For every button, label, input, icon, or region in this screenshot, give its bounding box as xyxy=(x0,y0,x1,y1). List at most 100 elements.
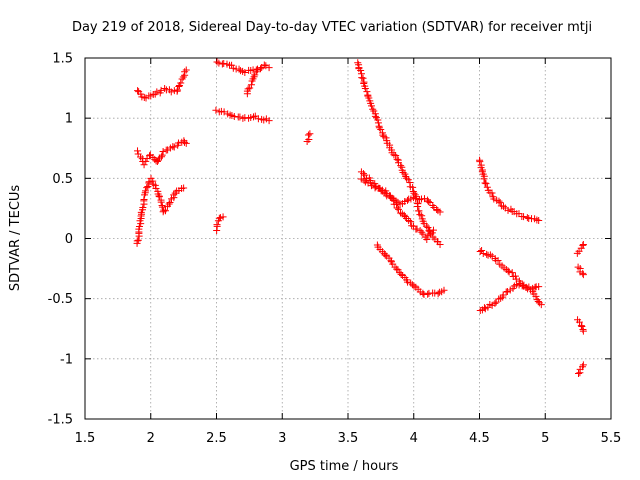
data-point xyxy=(535,216,543,224)
data-point xyxy=(390,151,398,159)
data-point xyxy=(151,181,159,189)
data-point xyxy=(365,94,373,102)
data-point xyxy=(390,197,398,205)
data-point xyxy=(424,223,432,231)
data-point xyxy=(360,170,368,178)
data-points xyxy=(133,58,587,378)
data-point xyxy=(415,207,423,215)
data-point xyxy=(579,327,587,335)
data-point xyxy=(504,267,512,275)
series-arc-18 xyxy=(574,316,587,335)
data-point xyxy=(412,194,420,202)
data-point xyxy=(161,85,169,93)
data-point xyxy=(436,208,444,216)
data-point xyxy=(420,195,428,203)
data-point xyxy=(145,152,153,160)
data-point xyxy=(409,183,417,191)
data-point xyxy=(579,271,587,279)
data-point xyxy=(306,130,314,138)
data-point xyxy=(424,290,432,298)
data-point xyxy=(134,87,142,95)
data-point xyxy=(254,115,262,123)
data-point xyxy=(397,270,405,278)
chart-title: Day 219 of 2018, Sidereal Day-to-day VTE… xyxy=(72,20,592,35)
data-point xyxy=(252,68,260,76)
data-point xyxy=(393,204,401,212)
data-point xyxy=(393,155,401,163)
data-point xyxy=(177,79,185,87)
data-point xyxy=(416,227,424,235)
data-point xyxy=(142,187,150,195)
data-point xyxy=(495,197,503,205)
data-point xyxy=(367,182,375,190)
data-point xyxy=(174,86,182,94)
data-point xyxy=(578,323,586,331)
data-point xyxy=(419,289,427,297)
data-point xyxy=(490,195,498,203)
data-point xyxy=(482,180,490,188)
data-point xyxy=(422,222,430,230)
data-point xyxy=(213,221,221,229)
data-point xyxy=(241,69,249,77)
data-point xyxy=(397,162,405,170)
data-point xyxy=(532,292,540,300)
x-tick-label: 1.5 xyxy=(75,431,96,446)
series-arc-6 xyxy=(243,66,261,98)
data-point xyxy=(403,174,411,182)
data-point xyxy=(247,81,255,89)
data-point xyxy=(265,117,273,125)
data-point xyxy=(367,102,375,110)
series-arc-7 xyxy=(213,213,227,234)
data-point xyxy=(414,202,422,210)
data-point xyxy=(358,74,366,82)
data-point xyxy=(143,184,151,192)
data-point xyxy=(374,119,382,127)
data-point xyxy=(165,200,173,208)
data-point xyxy=(175,83,183,91)
data-point xyxy=(392,200,400,208)
data-point xyxy=(182,139,190,147)
data-point xyxy=(396,269,404,277)
plot-frame xyxy=(84,57,612,420)
data-point xyxy=(407,279,415,287)
data-point xyxy=(253,66,261,74)
data-point xyxy=(361,171,369,179)
series-arc-17 xyxy=(574,263,587,279)
data-point xyxy=(251,71,259,79)
data-point xyxy=(137,153,145,161)
data-point xyxy=(360,176,368,184)
data-point xyxy=(139,204,147,212)
series-arc-13 xyxy=(476,156,543,224)
data-point xyxy=(181,138,189,146)
series-arc-2 xyxy=(134,137,190,169)
data-point xyxy=(157,198,165,206)
data-point xyxy=(574,370,582,378)
data-point xyxy=(478,246,486,254)
x-tick-label: 3.5 xyxy=(338,431,359,446)
data-point xyxy=(375,124,383,132)
data-point xyxy=(386,193,394,201)
data-point xyxy=(159,148,167,156)
data-point xyxy=(361,85,369,93)
data-point xyxy=(182,66,190,74)
data-point xyxy=(429,226,437,234)
series-arc-19 xyxy=(574,361,587,378)
data-point xyxy=(520,213,528,221)
data-point xyxy=(133,237,141,245)
y-tick-label: 0 xyxy=(65,232,73,247)
series-arc-8 xyxy=(303,130,314,145)
data-point xyxy=(395,205,403,213)
data-point xyxy=(170,143,178,151)
data-point xyxy=(535,283,543,291)
data-point xyxy=(418,212,426,220)
data-point xyxy=(241,114,249,122)
data-point xyxy=(502,288,510,296)
data-point xyxy=(392,151,400,159)
data-point xyxy=(579,241,587,249)
data-point xyxy=(476,158,484,166)
data-point xyxy=(431,289,439,297)
data-point xyxy=(260,61,268,69)
data-point xyxy=(486,251,494,259)
data-point xyxy=(523,214,531,222)
